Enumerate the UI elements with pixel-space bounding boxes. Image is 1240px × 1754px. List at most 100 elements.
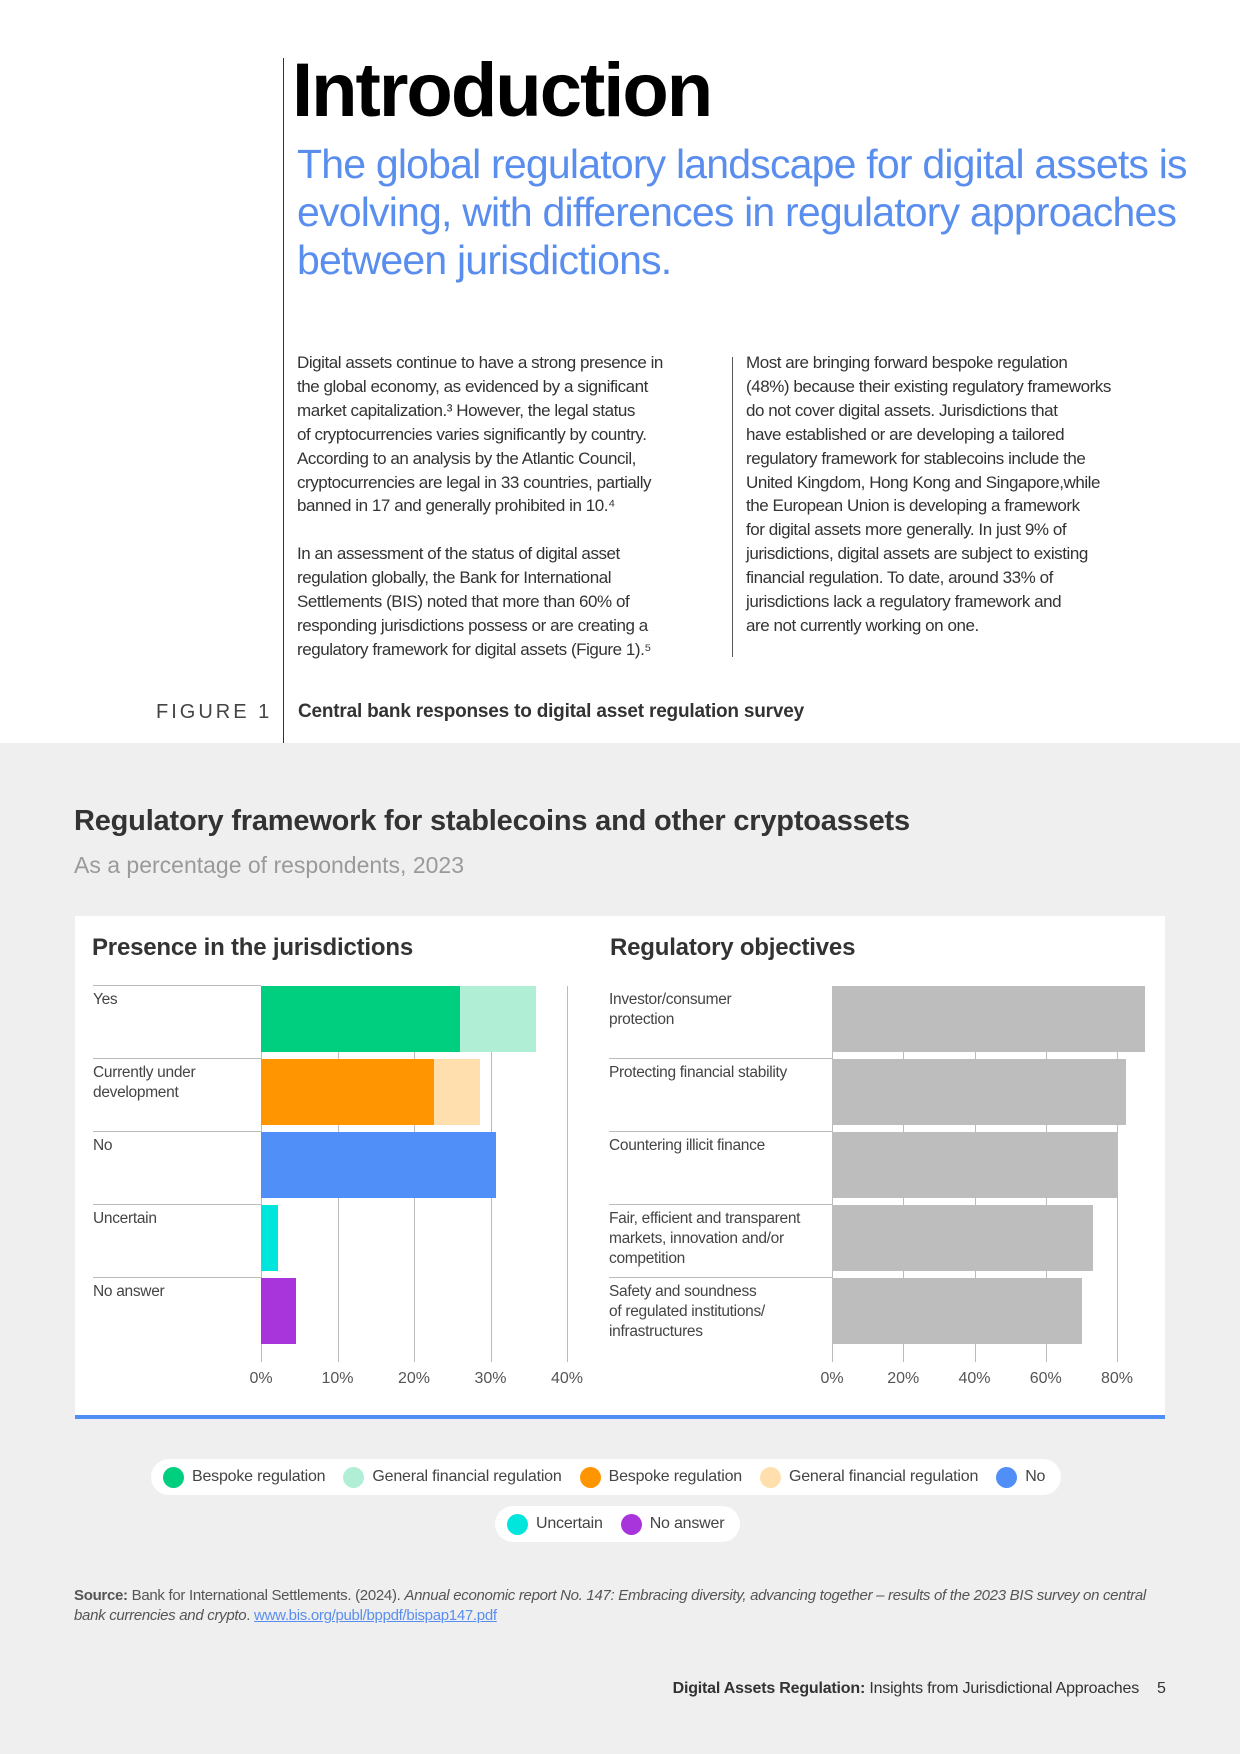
legend-item: Bespoke regulation — [163, 1466, 326, 1488]
legend-item: No — [996, 1466, 1046, 1488]
paragraph: Most are bringing forward bespoke regula… — [746, 351, 1111, 638]
legend-swatch-icon — [507, 1513, 528, 1535]
text-line: Digital assets continue to have a strong… — [297, 353, 663, 372]
text-line: financial regulation. To date, around 33… — [746, 568, 1053, 588]
label-line: Safety and soundness — [609, 1283, 757, 1300]
label-line: infrastructures — [609, 1323, 703, 1340]
running-footer: Digital Assets Regulation: Insights from… — [672, 1680, 1140, 1698]
legend-swatch-icon — [759, 1466, 781, 1488]
label-line: Countering illicit finance — [609, 1137, 765, 1154]
page-title: Introduction — [292, 48, 713, 133]
legend-swatch-icon — [343, 1466, 365, 1488]
legend-swatch-icon — [579, 1466, 601, 1488]
body-column-right: Most are bringing forward bespoke regula… — [746, 351, 1111, 638]
margin-rule — [283, 58, 284, 743]
bar-segment — [459, 986, 536, 1052]
label-line: competition — [609, 1250, 685, 1267]
footer-doc-subtitle: Insights from Jurisdictional Approaches — [865, 1680, 1139, 1697]
legend-item: No answer — [620, 1513, 725, 1535]
legend-row-2: Uncertain No answer — [495, 1506, 741, 1542]
row-separator — [609, 1058, 832, 1059]
bar-segment — [261, 1059, 434, 1125]
text-line: United Kingdom, Hong Kong and Singapore,… — [746, 472, 1100, 492]
bar — [832, 986, 1145, 1052]
row-separator — [93, 1277, 261, 1278]
panel-title-presence: Presence in the jurisdictions — [92, 934, 413, 961]
x-tick-label: 10% — [321, 1370, 354, 1387]
legend-label: No answer — [649, 1515, 725, 1532]
text-line: do not cover digital assets. Jurisdictio… — [746, 400, 1058, 420]
row-separator — [609, 1277, 832, 1278]
source-link[interactable]: www.bis.org/publ/bppdf/bispap147.pdf — [254, 1607, 497, 1624]
legend-row-1: Bespoke regulation General financial regu… — [151, 1459, 1062, 1495]
legend-label: Bespoke regulation — [192, 1468, 326, 1485]
row-separator — [93, 1058, 261, 1059]
paragraph: In an assessment of the status of digita… — [297, 542, 663, 662]
bar — [832, 1278, 1082, 1344]
label-line: protection — [609, 1011, 675, 1028]
text-line: Most are bringing forward bespoke regula… — [746, 353, 1068, 372]
source-title: Annual economic report No. 147: Embracin… — [74, 1587, 1146, 1624]
bar-segment — [261, 1278, 297, 1344]
row-separator — [609, 1204, 832, 1205]
body-column-left: Digital assets continue to have a strong… — [297, 351, 663, 662]
legend-label: Bespoke regulation — [608, 1468, 743, 1485]
text-line: banned in 17 and generally prohibited in… — [297, 496, 615, 516]
text-line: Settlements (BIS) noted that more than 6… — [297, 592, 630, 612]
source-sep: . — [246, 1607, 255, 1624]
category-label: Investor/consumer protection — [609, 990, 831, 1030]
label-line: Investor/consumer — [609, 991, 732, 1008]
text-line: for digital assets more generally. In ju… — [746, 520, 1067, 540]
text-line: market capitalization.³ However, the leg… — [297, 400, 635, 420]
text-line: According to an analysis by the Atlantic… — [297, 448, 636, 468]
panel-title-objectives: Regulatory objectives — [610, 934, 856, 961]
bar — [832, 1059, 1126, 1125]
label-line: markets, innovation and/or — [609, 1230, 784, 1247]
paragraph: Digital assets continue to have a strong… — [297, 351, 663, 518]
text-line: jurisdictions, digital assets are subjec… — [746, 544, 1088, 564]
text-line: of cryptocurrencies varies significantly… — [297, 424, 647, 444]
category-label: Uncertain — [93, 1210, 157, 1227]
x-tick-label: 40% — [550, 1370, 584, 1387]
source-text: Bank for International Settlements. (202… — [127, 1587, 405, 1604]
x-tick-label: 20% — [887, 1370, 920, 1387]
legend-swatch-icon — [996, 1466, 1018, 1488]
bar-segment — [261, 1132, 496, 1198]
category-label: Protecting financial stability — [609, 1063, 831, 1083]
bar-segment — [261, 986, 460, 1052]
bar-segment — [261, 1205, 278, 1271]
legend-label: No — [1025, 1468, 1046, 1485]
text-line: the global economy, as evidenced by a si… — [297, 376, 648, 396]
row-separator — [93, 1131, 261, 1132]
legend-item: Uncertain — [507, 1513, 603, 1535]
category-label: No — [93, 1137, 113, 1154]
label-line: of regulated institutions/ — [609, 1303, 765, 1320]
footer-doc-title: Digital Assets Regulation: — [672, 1680, 866, 1697]
category-label: Yes — [93, 991, 118, 1008]
column-divider — [732, 357, 733, 657]
category-label: No answer — [93, 1283, 165, 1300]
bar-segment — [433, 1059, 480, 1125]
text-line: responding jurisdictions possess or are … — [297, 615, 648, 635]
label-line: Fair, efficient and transparent — [609, 1210, 801, 1227]
source-label: Source: — [74, 1587, 128, 1604]
text-line: the European Union is developing a frame… — [746, 496, 1080, 516]
label-line: Protecting financial stability — [609, 1064, 787, 1081]
x-tick-label: 40% — [958, 1370, 991, 1387]
chart-title: Regulatory framework for stablecoins and… — [74, 805, 910, 837]
x-tick-label: 30% — [474, 1370, 507, 1387]
page-number: 5 — [1157, 1680, 1166, 1697]
text-line: regulation globally, the Bank for Intern… — [297, 568, 612, 588]
text-line: are not currently working on one. — [746, 615, 979, 635]
page-subtitle: The global regulatory landscape for digi… — [297, 141, 1188, 283]
text-line: regulatory framework for stablecoins inc… — [746, 448, 1086, 468]
figure-label: FIGURE 1 — [156, 701, 273, 723]
text-line: jurisdictions lack a regulatory framewor… — [746, 592, 1062, 612]
row-separator — [609, 1131, 832, 1132]
source-note: Source: Bank for International Settlemen… — [74, 1586, 1164, 1626]
bar — [832, 1132, 1118, 1198]
x-tick-label: 80% — [1100, 1370, 1134, 1387]
text-line: have established or are developing a tai… — [746, 424, 1065, 444]
legend-item: General financial regulation — [759, 1466, 978, 1488]
legend-item: Bespoke regulation — [579, 1466, 743, 1488]
